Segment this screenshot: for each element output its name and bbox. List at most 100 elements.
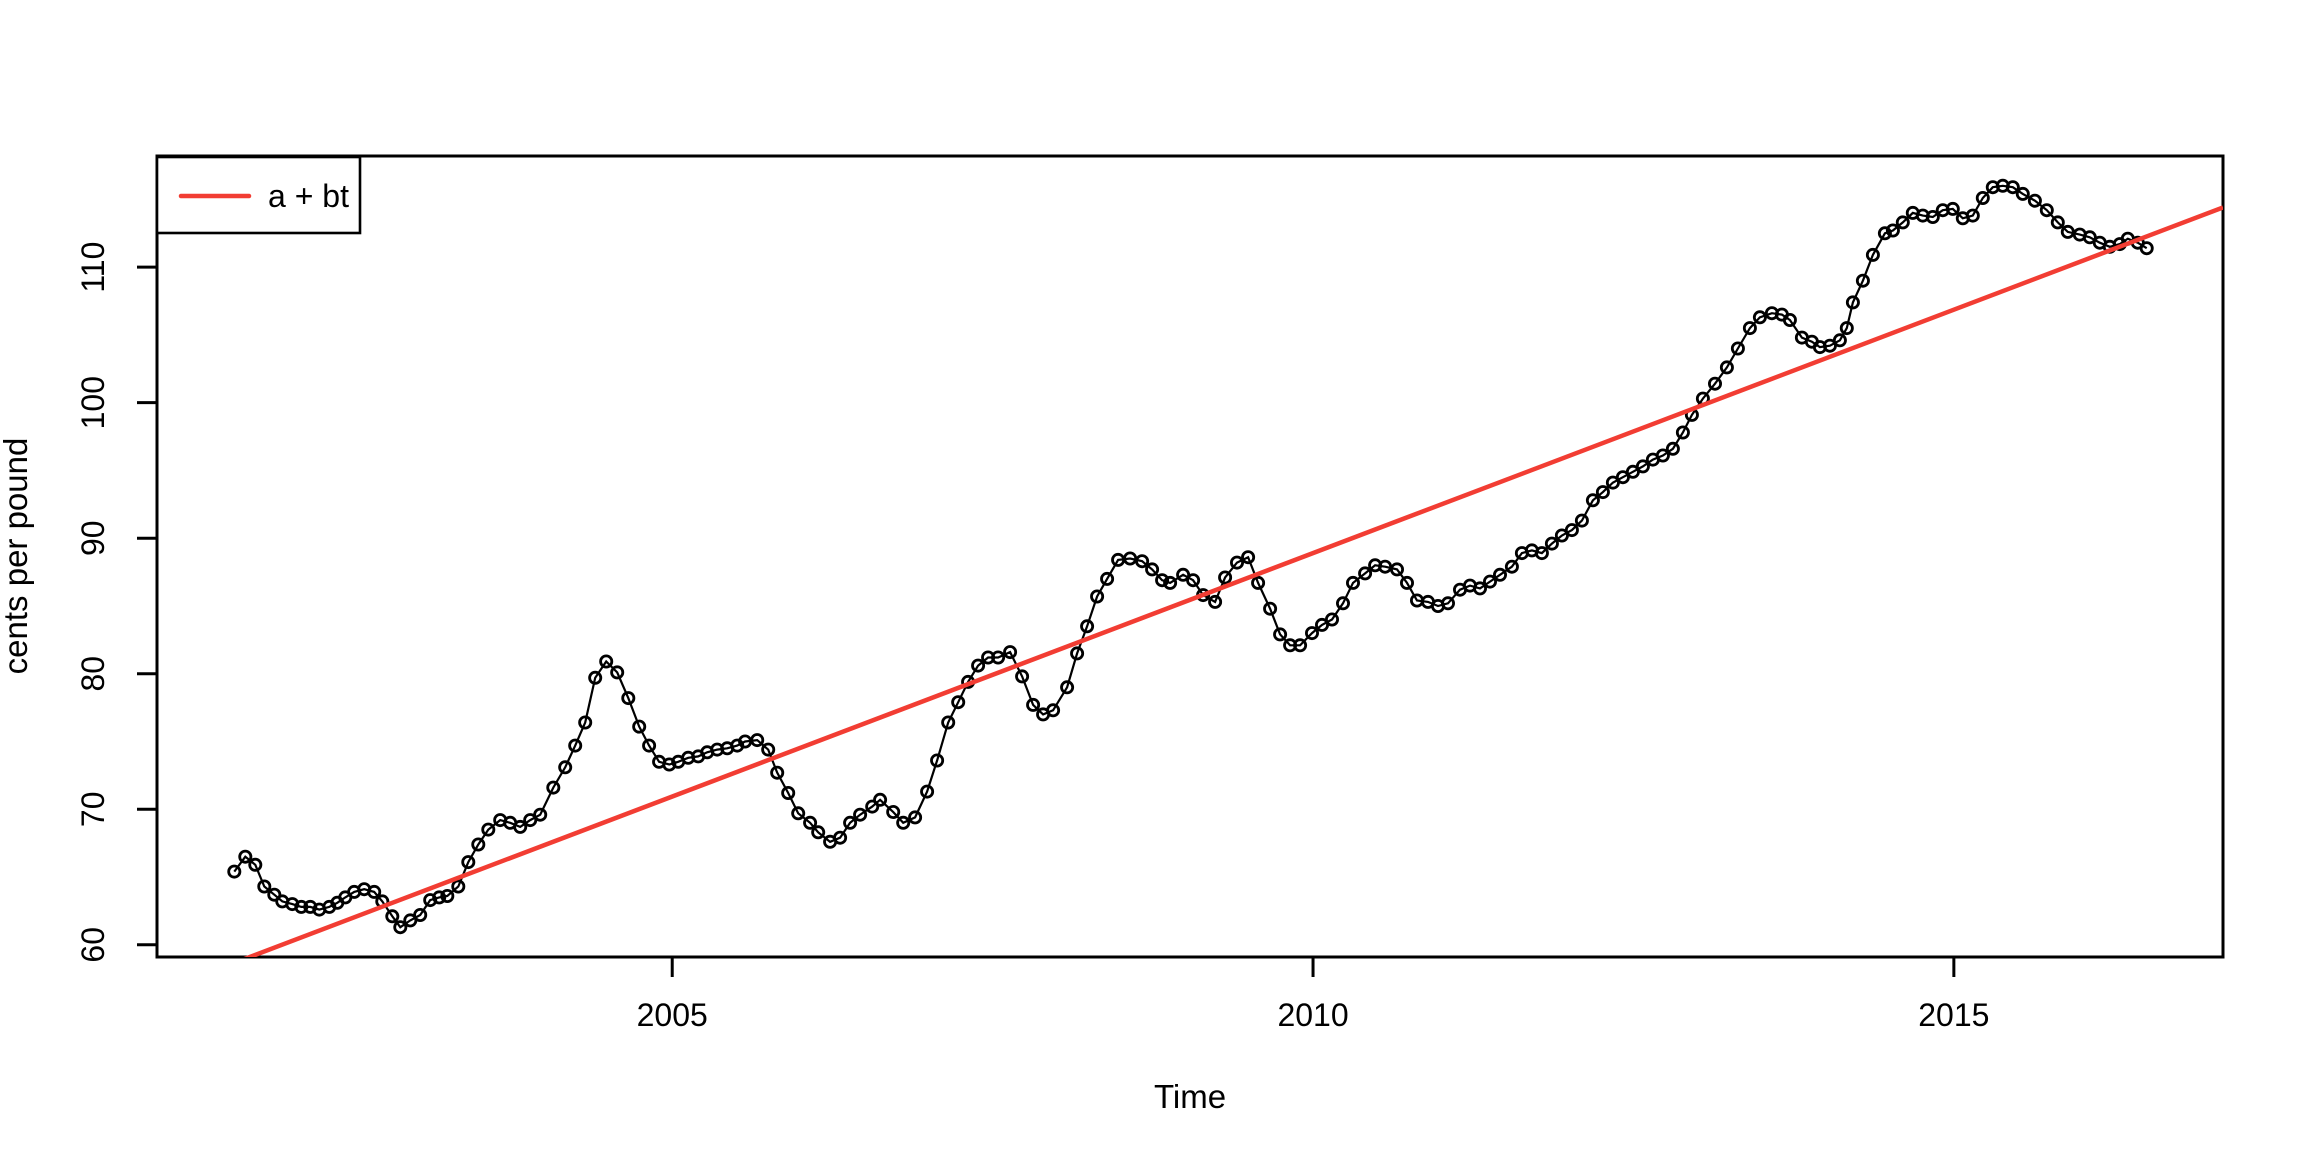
data-point bbox=[843, 815, 858, 830]
data-point bbox=[513, 819, 528, 834]
data-point bbox=[367, 884, 382, 899]
data-point bbox=[610, 665, 625, 680]
data-point bbox=[1635, 459, 1650, 474]
x-tick-label: 2005 bbox=[637, 997, 708, 1033]
data-series bbox=[227, 178, 2154, 935]
data-point bbox=[1655, 448, 1670, 463]
data-point bbox=[908, 810, 923, 825]
data-point bbox=[1493, 567, 1508, 582]
data-point bbox=[803, 815, 818, 830]
data-point bbox=[896, 815, 911, 830]
data-point bbox=[1730, 341, 1745, 356]
y-tick-label: 110 bbox=[75, 242, 111, 293]
data-point bbox=[1865, 247, 1880, 262]
data-point bbox=[599, 654, 614, 669]
legend-box bbox=[155, 155, 362, 235]
data-point bbox=[750, 733, 765, 748]
y-axis-title: cents per pound bbox=[0, 438, 34, 675]
data-point bbox=[1293, 638, 1308, 653]
data-point bbox=[1346, 575, 1361, 590]
y-tick-label: 80 bbox=[75, 656, 111, 692]
data-point bbox=[1534, 546, 1549, 561]
data-point bbox=[2039, 203, 2054, 218]
data-point bbox=[1839, 321, 1854, 336]
data-point bbox=[791, 806, 806, 821]
data-point bbox=[1544, 536, 1559, 551]
data-point bbox=[1060, 680, 1075, 695]
data-point bbox=[1100, 571, 1115, 586]
data-point bbox=[941, 715, 956, 730]
x-tick-label: 2010 bbox=[1277, 997, 1348, 1033]
data-point bbox=[1090, 589, 1105, 604]
data-point bbox=[1186, 573, 1201, 588]
data-point bbox=[2015, 186, 2030, 201]
data-point bbox=[1965, 208, 1980, 223]
data-point bbox=[1208, 594, 1223, 609]
data-point bbox=[451, 879, 466, 894]
data-point bbox=[1855, 273, 1870, 288]
data-point bbox=[642, 738, 657, 753]
data-point bbox=[2005, 180, 2020, 195]
data-point bbox=[238, 849, 253, 864]
data-point bbox=[2139, 241, 2154, 256]
data-point bbox=[227, 864, 242, 879]
series-line bbox=[233, 184, 2148, 929]
data-point bbox=[2027, 193, 2042, 208]
data-point bbox=[1305, 626, 1320, 641]
data-point bbox=[1230, 555, 1245, 570]
data-point bbox=[781, 786, 796, 801]
data-point bbox=[481, 822, 496, 837]
data-point bbox=[1708, 376, 1723, 391]
data-point bbox=[471, 837, 486, 852]
data-point bbox=[1877, 226, 1892, 241]
data-point bbox=[1665, 441, 1680, 456]
data-point bbox=[1325, 612, 1340, 627]
data-point bbox=[1483, 574, 1498, 589]
data-point bbox=[257, 879, 272, 894]
data-point bbox=[1895, 215, 1910, 230]
data-point bbox=[461, 855, 476, 870]
data-point bbox=[1070, 646, 1085, 661]
data-point bbox=[1015, 669, 1030, 684]
data-point bbox=[1263, 601, 1278, 616]
data-point bbox=[1003, 645, 1018, 660]
data-point bbox=[432, 890, 447, 905]
data-point bbox=[1719, 360, 1734, 375]
x-tick-label: 2015 bbox=[1918, 997, 1989, 1033]
data-point bbox=[1046, 703, 1061, 718]
data-point bbox=[1163, 575, 1178, 590]
data-point bbox=[578, 715, 593, 730]
data-point bbox=[440, 889, 455, 904]
data-point bbox=[1845, 295, 1860, 310]
data-point bbox=[1782, 312, 1797, 327]
data-point bbox=[1504, 559, 1519, 574]
data-point bbox=[1251, 575, 1266, 590]
data-point bbox=[558, 760, 573, 775]
data-point bbox=[1752, 310, 1767, 325]
data-point bbox=[853, 807, 868, 822]
data-point bbox=[873, 792, 888, 807]
data-point bbox=[632, 719, 647, 734]
data-point bbox=[1218, 570, 1233, 585]
data-point bbox=[770, 765, 785, 780]
data-point bbox=[1080, 619, 1095, 634]
data-point bbox=[1441, 596, 1456, 611]
data-point bbox=[1832, 333, 1847, 348]
data-point bbox=[1273, 627, 1288, 642]
data-point bbox=[1742, 321, 1757, 336]
data-point bbox=[920, 784, 935, 799]
data-point bbox=[865, 799, 880, 814]
data-point bbox=[930, 753, 945, 768]
x-axis-title: Time bbox=[1154, 1078, 1226, 1115]
axes-layer: 2005 2010 2015 60 70 80 90 100 110 bbox=[75, 242, 1989, 1033]
y-tick-label: 60 bbox=[75, 927, 111, 963]
y-tick-label: 70 bbox=[75, 791, 111, 827]
trend-line bbox=[243, 205, 2223, 957]
legend-label: a + bt bbox=[268, 178, 349, 214]
data-point bbox=[1390, 562, 1405, 577]
data-point bbox=[393, 920, 408, 935]
data-point bbox=[294, 899, 309, 914]
data-point bbox=[248, 857, 263, 872]
